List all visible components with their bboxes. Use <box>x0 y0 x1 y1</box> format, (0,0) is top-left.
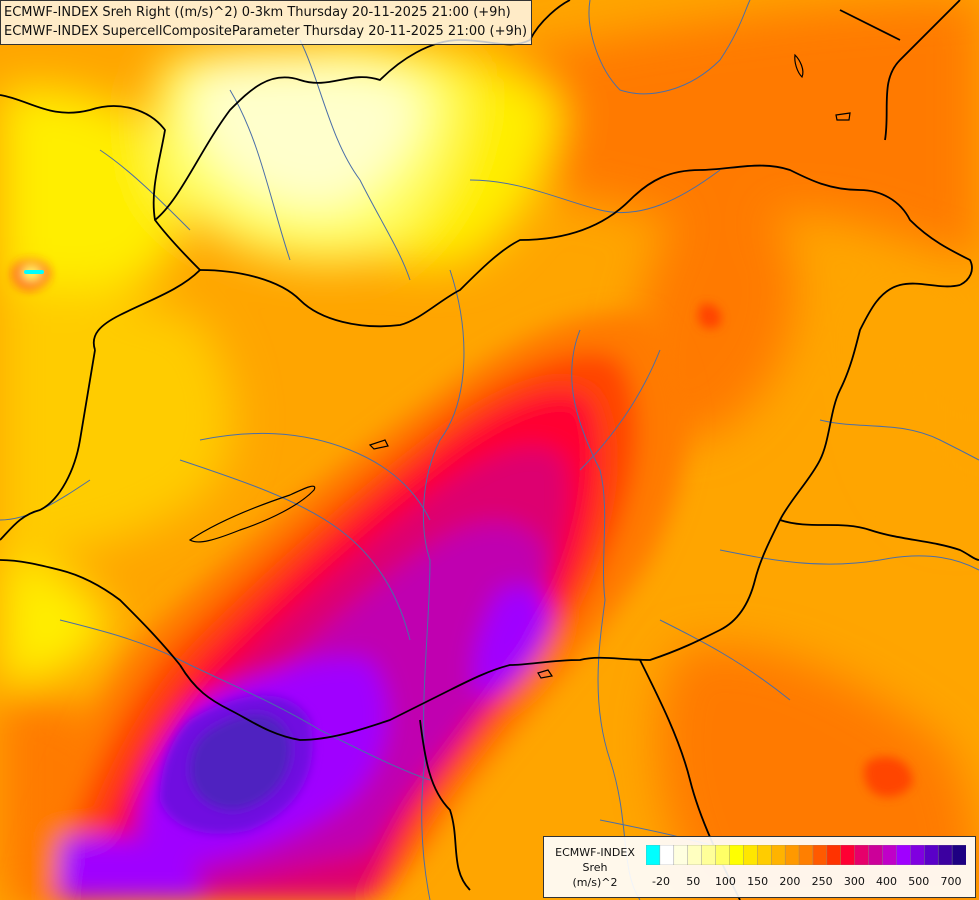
legend-swatch <box>771 845 786 865</box>
legend-swatch <box>924 845 939 865</box>
legend-swatch <box>937 845 953 865</box>
legend-tick-label: 300 <box>843 875 865 888</box>
legend-swatch <box>854 845 870 865</box>
legend-swatch <box>910 845 925 865</box>
legend-variable: Sreh <box>582 861 608 874</box>
small-lake <box>835 112 851 121</box>
legend-tick-label: 150 <box>747 875 769 888</box>
legend-swatch <box>715 845 730 865</box>
legend-swatch <box>687 845 703 865</box>
legend-source: ECMWF-INDEX <box>555 846 635 859</box>
legend-swatch <box>701 845 717 865</box>
legend-swatch <box>896 845 911 865</box>
legend-swatch <box>951 845 966 865</box>
sreh-core <box>14 260 913 834</box>
legend-swatch <box>882 845 897 865</box>
small-lake <box>368 439 389 450</box>
small-lake <box>537 669 554 679</box>
title-line-sreh: ECMWF-INDEX Sreh Right ((m/s)^2) 0-3km T… <box>4 5 511 20</box>
legend-swatch <box>673 845 689 865</box>
legend-unit: (m/s)^2 <box>572 876 618 889</box>
legend-tick-label: 100 <box>714 875 736 888</box>
legend-swatch <box>826 845 842 865</box>
legend-tick-label: 200 <box>779 875 801 888</box>
title-line-scp: ECMWF-INDEX SupercellCompositeParameter … <box>4 24 528 39</box>
legend-tick-label: 50 <box>686 875 701 888</box>
legend-swatch <box>812 845 828 865</box>
lakes <box>188 53 851 679</box>
legend-swatch <box>840 845 856 865</box>
map-title-box: ECMWF-INDEX Sreh Right ((m/s)^2) 0-3km T… <box>0 0 533 45</box>
balaton-lake <box>188 485 316 543</box>
legend-swatch <box>868 845 884 865</box>
legend-swatch <box>659 845 675 865</box>
legend-swatch <box>757 845 772 865</box>
legend-swatch <box>743 845 758 865</box>
legend-tick-label: 700 <box>940 875 962 888</box>
legend-swatch <box>784 845 800 865</box>
legend-caption: ECMWF-INDEX Sreh (m/s)^2 <box>544 845 646 890</box>
legend-tick-label: -20 <box>652 875 670 888</box>
legend-swatch <box>646 845 661 865</box>
color-legend: ECMWF-INDEX Sreh (m/s)^2 -20 50 100 150 200 2… <box>543 836 976 898</box>
legend-tick-label: 400 <box>876 875 898 888</box>
legend-tick-label: 250 <box>811 875 833 888</box>
legend-swatch <box>798 845 814 865</box>
legend-color-bar <box>646 845 966 865</box>
legend-swatch <box>729 845 744 865</box>
min-cell <box>24 270 44 274</box>
legend-tick-label: 500 <box>908 875 930 888</box>
small-lake <box>794 53 804 79</box>
